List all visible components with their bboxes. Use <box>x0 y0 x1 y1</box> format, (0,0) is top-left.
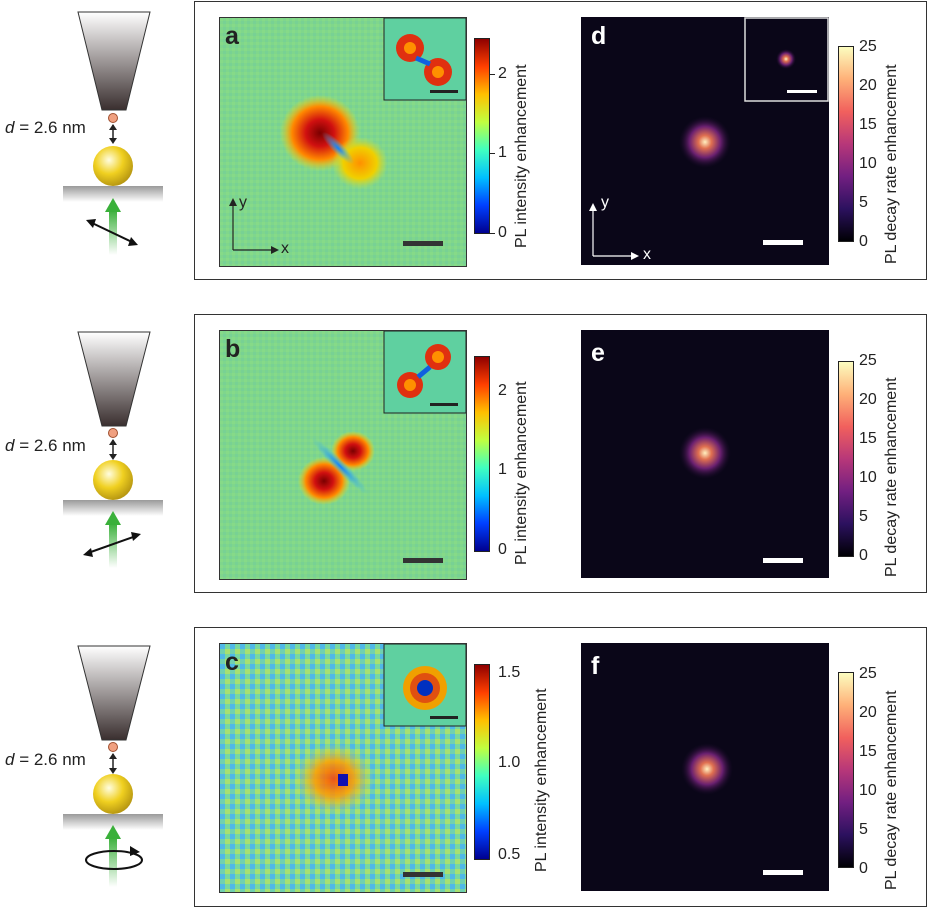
intensity-map-b-svg <box>220 331 466 579</box>
colorbar-tick: 5 <box>859 508 868 525</box>
colorbar-tick: 5 <box>859 821 868 838</box>
colorbar-tick: 20 <box>859 704 877 721</box>
scale-bar <box>403 558 443 563</box>
decay-map-d <box>581 17 829 265</box>
axes-indicator <box>229 198 279 254</box>
colorbar-jet <box>474 356 490 552</box>
colorbar-tick: 0 <box>859 860 868 877</box>
intensity-map-a <box>219 17 467 267</box>
colorbar-tick: 25 <box>859 352 877 369</box>
scale-bar <box>403 241 443 246</box>
colorbar-label: PL decay rate enhancement <box>883 64 900 264</box>
decay-map-e <box>581 330 829 578</box>
colorbar-tick: 15 <box>859 743 877 760</box>
tip-particle-schematic <box>63 331 163 568</box>
colorbar-label: PL intensity enhancement <box>533 688 550 872</box>
colorbar-tick: 10 <box>859 155 877 172</box>
colorbar-tick: 15 <box>859 430 877 447</box>
colorbar-tick: 20 <box>859 391 877 408</box>
row-panel-b-e: b 2 1 0 PL intensity enhancement e 25 20… <box>194 314 927 593</box>
intensity-map-a-svg <box>220 18 466 266</box>
colorbar-tick: 2 <box>498 382 507 399</box>
distance-label: d = 2.6 nm <box>5 118 86 137</box>
panel-letter-f: f <box>591 652 600 680</box>
colorbar-tick: 15 <box>859 116 877 133</box>
distance-label: d = 2.6 nm <box>5 750 86 769</box>
panel-letter-e: e <box>591 339 605 367</box>
colorbar-tick: 0 <box>498 224 507 241</box>
axis-label-y: y <box>601 194 609 211</box>
scale-bar <box>763 870 803 875</box>
colorbar-label: PL intensity enhancement <box>513 64 530 248</box>
colorbar-tick: 0 <box>498 541 507 558</box>
colorbar-jet <box>474 38 490 234</box>
colorbar-tick: 10 <box>859 782 877 799</box>
colorbar-jet <box>474 664 490 860</box>
decay-map-e-svg <box>679 427 731 479</box>
tip-particle-schematic <box>63 645 163 887</box>
colorbar-tick: 0.5 <box>498 846 521 863</box>
schematic-row-b: d = 2.6 nm <box>0 318 190 588</box>
row-panel-a-d: a y x 2 1 0 PL intensity enhancement d <box>194 1 927 280</box>
colorbar-tick: 2 <box>498 65 507 82</box>
schematic-row-c: d = 2.6 nm <box>0 632 190 902</box>
schematic-row-a: d = 2.6 nm <box>0 0 190 300</box>
colorbar-tick: 1 <box>498 461 507 478</box>
intensity-map-b <box>219 330 467 580</box>
colorbar-label: PL intensity enhancement <box>513 381 530 565</box>
row-panel-c-f: c 1.5 1.0 0.5 PL intensity enhancement f… <box>194 627 927 907</box>
colorbar-magma <box>838 672 854 868</box>
distance-label: d = 2.6 nm <box>5 436 86 455</box>
axis-label-y: y <box>239 194 247 211</box>
axis-label-x: x <box>643 246 651 263</box>
colorbar-tick: 1 <box>498 144 507 161</box>
axis-label-x: x <box>281 240 289 257</box>
colorbar-tick: 5 <box>859 194 868 211</box>
decay-map-f-svg <box>681 743 733 795</box>
colorbar-tick: 0 <box>859 233 868 250</box>
colorbar-tick: 25 <box>859 38 877 55</box>
colorbar-tick: 25 <box>859 665 877 682</box>
scale-bar <box>763 558 803 563</box>
panel-letter-c: c <box>225 648 239 676</box>
colorbar-magma <box>838 46 854 242</box>
colorbar-tick: 20 <box>859 77 877 94</box>
colorbar-tick: 1.5 <box>498 664 521 681</box>
tip-particle-schematic <box>63 11 163 255</box>
colorbar-tick: 10 <box>859 469 877 486</box>
intensity-map-c <box>219 643 467 893</box>
panel-letter-b: b <box>225 335 241 363</box>
colorbar-magma <box>838 361 854 557</box>
panel-letter-a: a <box>225 22 239 50</box>
panel-letter-d: d <box>591 22 607 50</box>
colorbar-tick: 0 <box>859 547 868 564</box>
decay-map-d-svg <box>589 17 829 260</box>
scale-bar <box>763 240 803 245</box>
decay-map-f <box>581 643 829 891</box>
intensity-map-c-svg <box>220 644 466 892</box>
colorbar-tick: 1.0 <box>498 754 521 771</box>
colorbar-label: PL decay rate enhancement <box>883 690 900 890</box>
colorbar-label: PL decay rate enhancement <box>883 377 900 577</box>
scale-bar <box>403 872 443 877</box>
